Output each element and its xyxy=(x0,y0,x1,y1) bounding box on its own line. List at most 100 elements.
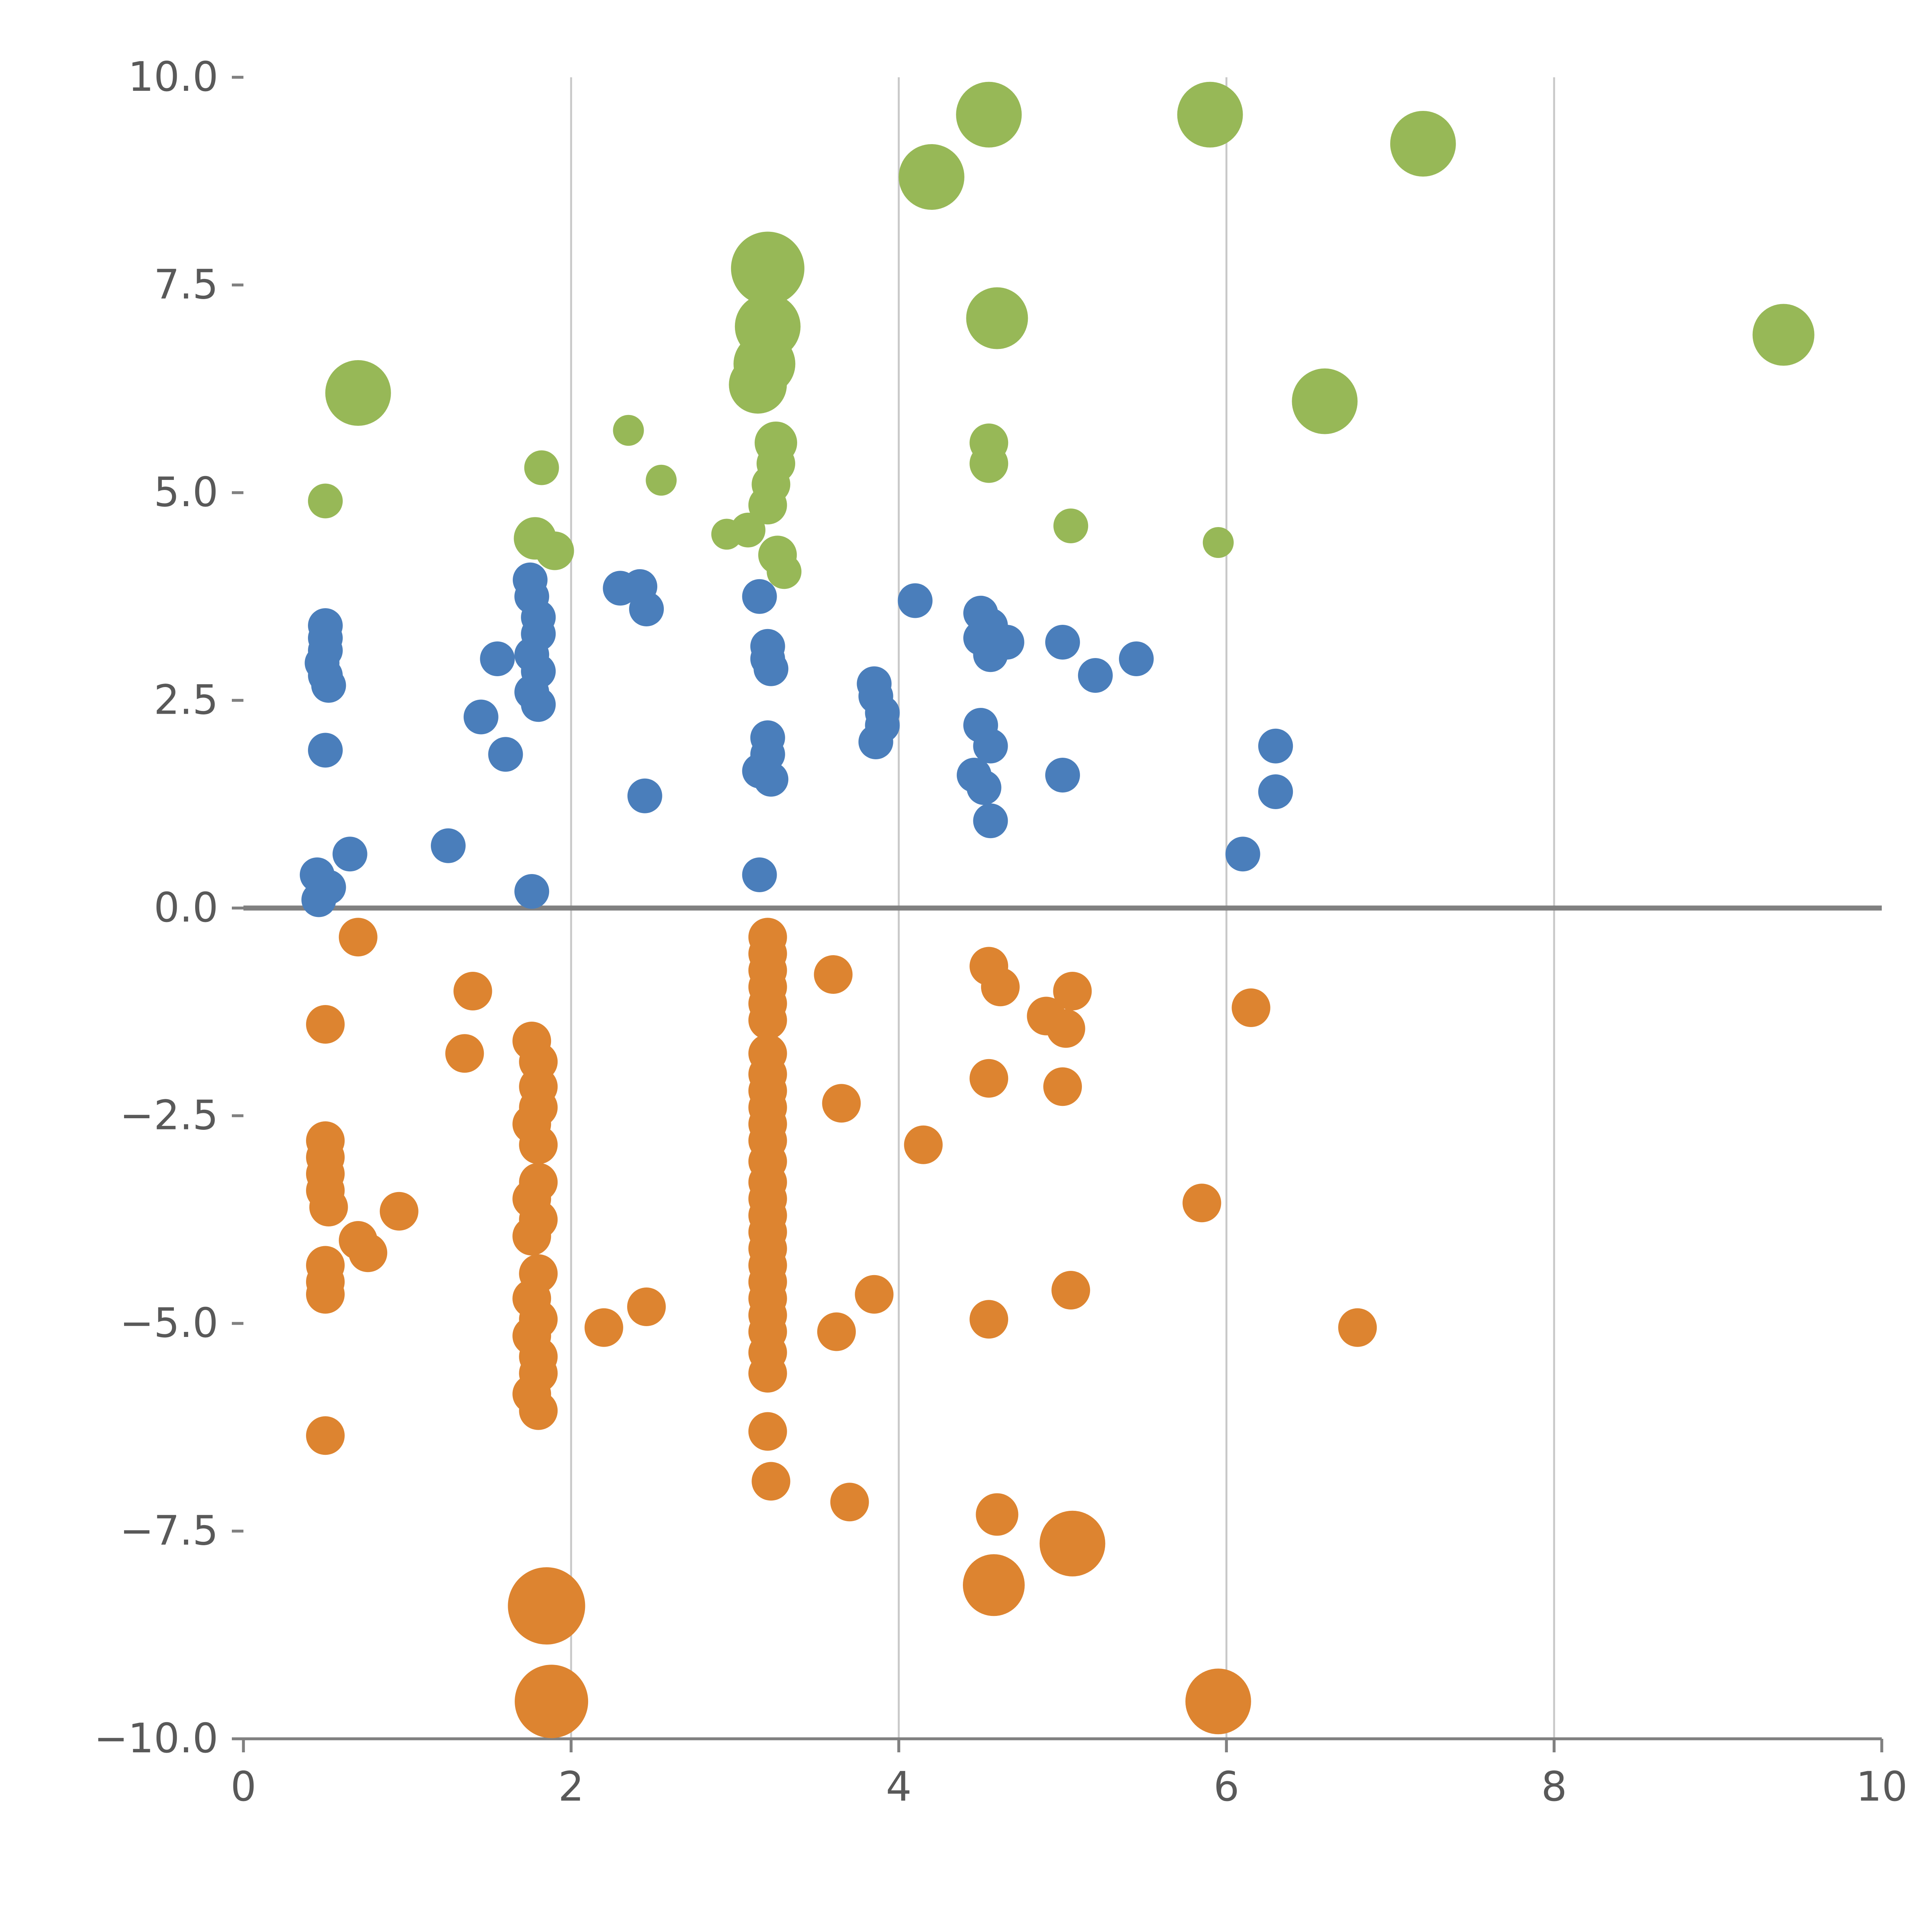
data-point-green xyxy=(308,483,343,519)
data-point-orange xyxy=(752,1462,791,1501)
data-point-orange xyxy=(306,1005,345,1044)
data-point-orange xyxy=(338,918,378,957)
x-tick-label: 2 xyxy=(558,1763,584,1810)
data-point-blue xyxy=(627,778,662,813)
y-tick-label: −5.0 xyxy=(120,1299,218,1347)
data-point-blue xyxy=(966,770,1002,805)
data-point-blue xyxy=(742,857,777,892)
data-point-orange xyxy=(1231,988,1270,1027)
data-point-blue xyxy=(480,641,515,676)
data-point-blue xyxy=(858,724,893,759)
data-point-green xyxy=(969,444,1009,483)
data-point-orange xyxy=(1053,972,1092,1010)
data-point-orange xyxy=(309,1188,348,1226)
data-point-green xyxy=(711,519,742,550)
data-point-green xyxy=(613,415,644,446)
data-point-blue xyxy=(514,874,549,909)
data-point-green xyxy=(731,231,804,305)
data-point-green xyxy=(748,486,787,525)
data-point-orange xyxy=(519,1391,558,1430)
data-point-green xyxy=(1177,82,1243,148)
y-tick-label: −10.0 xyxy=(94,1715,218,1762)
data-point-orange xyxy=(748,1001,787,1040)
data-point-green xyxy=(524,450,559,485)
data-point-blue xyxy=(629,592,664,626)
data-point-blue xyxy=(431,828,466,863)
data-point-blue xyxy=(463,699,498,735)
data-point-blue xyxy=(308,733,343,768)
y-tick-label: −2.5 xyxy=(120,1092,218,1139)
x-tick-label: 8 xyxy=(1541,1763,1567,1810)
data-point-green xyxy=(966,287,1028,349)
data-point-green xyxy=(1292,368,1358,434)
data-point-blue xyxy=(1258,774,1293,809)
data-point-orange xyxy=(1051,1271,1090,1310)
data-point-blue xyxy=(898,583,933,618)
y-tick-label: 7.5 xyxy=(154,261,218,308)
data-point-orange xyxy=(969,1059,1009,1098)
data-point-orange xyxy=(306,1416,345,1455)
data-point-orange xyxy=(349,1233,388,1272)
data-point-green xyxy=(729,355,787,414)
x-tick-label: 6 xyxy=(1214,1763,1240,1810)
data-point-orange xyxy=(748,1354,787,1393)
data-point-orange xyxy=(1039,1510,1105,1577)
data-point-orange xyxy=(1182,1184,1221,1223)
data-point-blue xyxy=(1225,837,1260,872)
data-point-green xyxy=(1053,509,1088,543)
data-point-green xyxy=(325,360,391,426)
data-point-green xyxy=(956,82,1022,148)
y-tick-label: −7.5 xyxy=(120,1507,218,1554)
data-point-green xyxy=(1752,304,1815,366)
data-point-orange xyxy=(976,1493,1019,1536)
data-point-green xyxy=(1390,111,1456,177)
data-point-blue xyxy=(311,668,346,703)
data-point-orange xyxy=(379,1192,418,1231)
data-point-blue xyxy=(332,837,367,872)
data-point-green xyxy=(767,554,802,589)
data-point-orange xyxy=(1338,1308,1377,1347)
data-point-orange xyxy=(963,1554,1025,1616)
data-point-blue xyxy=(1045,758,1080,793)
data-point-blue xyxy=(973,728,1008,764)
data-point-orange xyxy=(508,1567,585,1645)
y-tick-label: 2.5 xyxy=(154,677,218,724)
data-point-orange xyxy=(830,1483,869,1522)
data-point-orange xyxy=(306,1275,345,1314)
data-point-blue xyxy=(301,882,337,917)
data-point-orange xyxy=(1185,1668,1251,1735)
data-point-orange xyxy=(748,1412,787,1451)
x-tick-label: 0 xyxy=(231,1763,257,1810)
data-point-orange xyxy=(453,972,492,1010)
data-point-green xyxy=(898,144,964,210)
data-point-blue xyxy=(488,737,523,772)
y-tick-label: 10.0 xyxy=(128,53,218,100)
data-point-orange xyxy=(1043,1067,1082,1106)
data-point-blue xyxy=(973,637,1008,672)
data-point-blue xyxy=(1119,641,1154,676)
data-point-orange xyxy=(981,968,1020,1007)
data-point-blue xyxy=(753,651,789,686)
data-point-orange xyxy=(512,1217,551,1256)
data-point-orange xyxy=(817,1312,856,1351)
data-point-blue xyxy=(1045,625,1080,660)
data-point-blue xyxy=(1078,658,1113,693)
data-point-orange xyxy=(627,1287,666,1326)
data-point-green xyxy=(535,531,574,570)
data-point-orange xyxy=(855,1275,894,1314)
data-point-blue xyxy=(521,687,556,722)
data-point-orange xyxy=(904,1125,943,1164)
data-point-green xyxy=(1202,527,1234,558)
data-point-orange xyxy=(445,1034,484,1073)
y-tick-label: 5.0 xyxy=(154,469,218,516)
x-tick-label: 10 xyxy=(1856,1763,1908,1810)
data-point-blue xyxy=(742,579,777,614)
data-point-blue xyxy=(753,762,789,797)
data-point-green xyxy=(646,464,677,496)
data-point-blue xyxy=(973,803,1008,838)
data-point-orange xyxy=(822,1084,861,1123)
data-point-orange xyxy=(519,1125,558,1164)
data-point-orange xyxy=(969,1300,1009,1339)
data-point-orange xyxy=(1046,1009,1085,1048)
